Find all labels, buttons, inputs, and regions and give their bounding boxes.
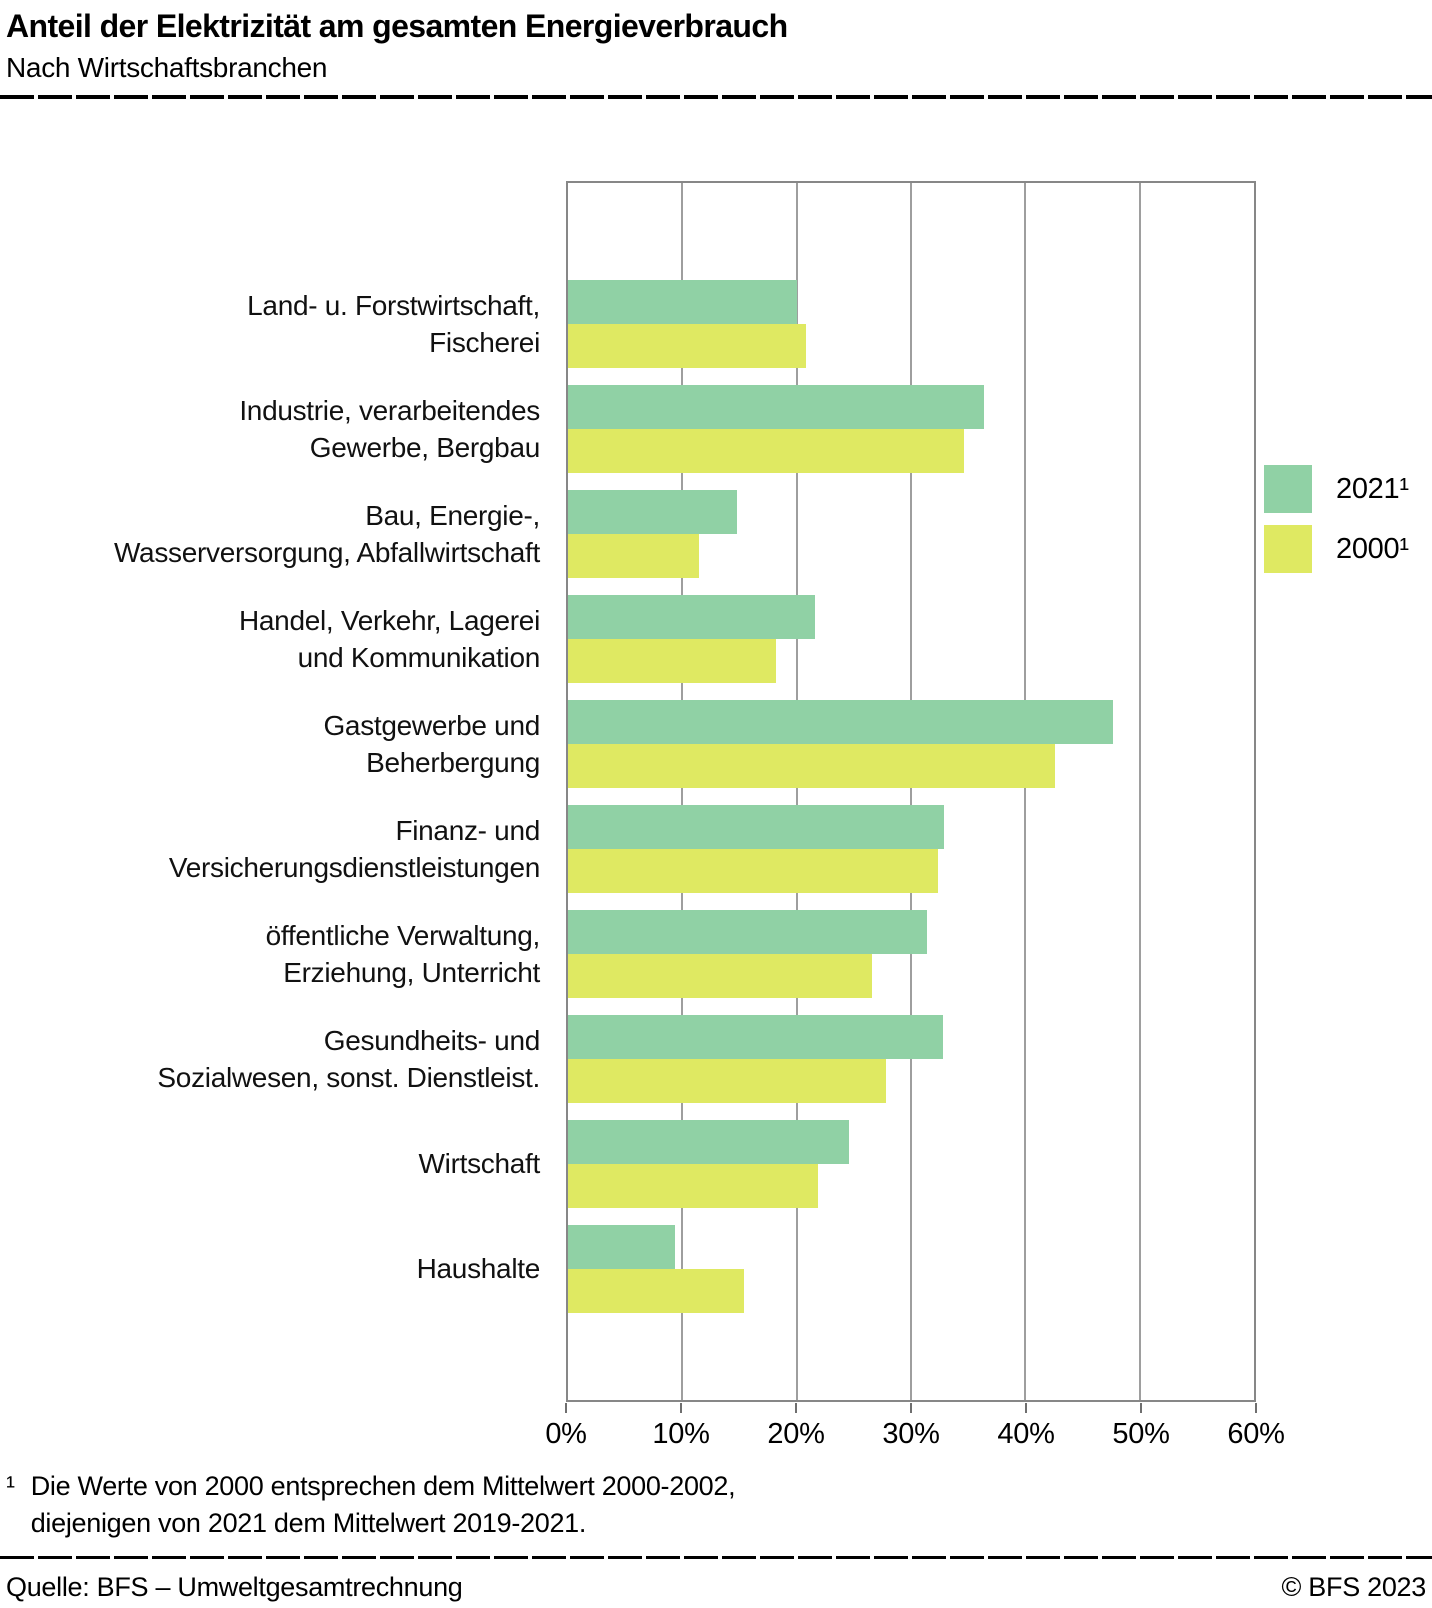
bar-2000 [568,848,939,893]
legend-item: 2000¹ [1264,525,1409,573]
bar-2021 [568,594,815,639]
footer: Quelle: BFS – Umweltgesamtrechnung © BFS… [6,1572,1426,1603]
category-row: Wirtschaft [0,1111,1432,1216]
gridline [1138,183,1141,1400]
bar-2000 [568,1058,886,1103]
category-label: Haushalte [416,1253,541,1284]
bar-group [568,1014,1254,1103]
x-axis-tick [565,1403,567,1413]
category-row: Bau, Energie-, Wasserversorgung, Abfallwi… [0,481,1432,586]
category-row: öffentliche Verwaltung, Erziehung, Unterr… [0,901,1432,1006]
bar-group [568,1224,1254,1313]
x-axis-tick [680,1403,682,1413]
bar-2021 [568,909,927,954]
category-row: Gastgewerbe und Beherbergung [0,691,1432,796]
gridline [1024,183,1027,1400]
bar-2021 [568,804,945,849]
x-axis: 0% 10% 20% 30% 40% 50% 60% [545,1402,1285,1466]
gridline [910,183,912,1400]
bar-2000 [568,1163,819,1208]
category-row: Haushalte [0,1216,1432,1321]
plot-area [566,181,1256,1402]
bar-2000 [568,743,1056,788]
x-axis-tick [1255,1403,1257,1413]
bar-chart: Land- u. Forstwirtschaft, Fischerei Indust… [0,181,1432,1471]
chart-title: Anteil der Elektrizität am gesamten Ener… [6,8,788,44]
bar-group [568,489,1254,578]
footnote: ¹ Die Werte von 2000 entsprechen dem Mit… [6,1468,736,1542]
bar-group [568,909,1254,998]
legend-label: 2021¹ [1336,472,1409,505]
bar-group [568,804,1254,893]
legend: 2021¹ 2000¹ [1264,465,1409,585]
bar-2000 [568,1268,745,1313]
category-label: Finanz- und Versicherungsdienstleistungen [168,814,540,883]
bar-2000 [568,428,964,473]
x-axis-tick [795,1403,797,1413]
x-axis-label: 50% [1112,1418,1170,1450]
category-label: Bau, Energie-, Wasserversorgung, Abfallwi… [113,499,540,568]
footnote-marker: ¹ [6,1471,15,1501]
footnote-line-2: diejenigen von 2021 dem Mittelwert 2019-… [30,1508,587,1538]
bar-group [568,699,1254,788]
bar-group [568,279,1254,368]
category-label: Gesundheits- und Sozialwesen, sonst. Dien… [157,1024,540,1093]
x-axis-tick [1140,1403,1142,1413]
category-label: Land- u. Forstwirtschaft, Fischerei [247,289,540,358]
category-label: Handel, Verkehr, Lagerei und Kommunikatio… [238,604,540,673]
category-label: öffentliche Verwaltung, Erziehung, Unterr… [265,919,541,988]
footnote-line-1: Die Werte von 2000 entsprechen dem Mitte… [30,1471,736,1501]
x-axis-tick [1025,1403,1027,1413]
x-axis-label: 0% [545,1418,587,1450]
category-label: Industrie, verarbeitendes Gewerbe, Bergba… [239,394,540,463]
copyright-text: © BFS 2023 [1281,1572,1427,1602]
x-axis-label: 60% [1227,1418,1285,1450]
footnote-text: Die Werte von 2000 entsprechen dem Mitte… [31,1468,736,1542]
bar-2021 [568,489,738,534]
category-row: Industrie, verarbeitendes Gewerbe, Bergba… [0,376,1432,481]
bar-rows: Land- u. Forstwirtschaft, Fischerei Indust… [0,271,1432,1321]
category-label: Gastgewerbe und Beherbergung [323,709,540,778]
bar-2000 [568,323,806,368]
category-label: Wirtschaft [418,1148,541,1179]
legend-item: 2021¹ [1264,465,1409,513]
category-row: Finanz- und Versicherungsdienstleistungen [0,796,1432,901]
bar-2000 [568,533,700,578]
category-row: Land- u. Forstwirtschaft, Fischerei [0,271,1432,376]
bar-2021 [568,384,985,429]
header-divider [0,95,1432,99]
x-axis-tick [910,1403,912,1413]
bar-group [568,1119,1254,1208]
bar-2021 [568,1224,676,1269]
legend-swatch [1264,525,1312,573]
legend-label: 2000¹ [1336,532,1409,565]
legend-swatch [1264,465,1312,513]
bar-2021 [568,279,797,324]
x-axis-label: 10% [652,1418,710,1450]
x-axis-label: 40% [997,1418,1055,1450]
gridline [795,183,798,1400]
category-row: Gesundheits- und Sozialwesen, sonst. Dien… [0,1006,1432,1111]
bar-group [568,594,1254,683]
bar-2000 [568,953,873,998]
bar-2000 [568,638,777,683]
chart-subtitle: Nach Wirtschaftsbranchen [6,52,328,83]
bar-2021 [568,1014,943,1059]
x-axis-label: 30% [882,1418,940,1450]
footer-divider [0,1556,1432,1559]
bar-2021 [568,699,1114,744]
bar-group [568,384,1254,473]
x-axis-label: 20% [767,1418,825,1450]
source-text: Quelle: BFS – Umweltgesamtrechnung [6,1572,463,1602]
gridline [681,183,684,1400]
category-row: Handel, Verkehr, Lagerei und Kommunikatio… [0,586,1432,691]
bar-2021 [568,1119,850,1164]
